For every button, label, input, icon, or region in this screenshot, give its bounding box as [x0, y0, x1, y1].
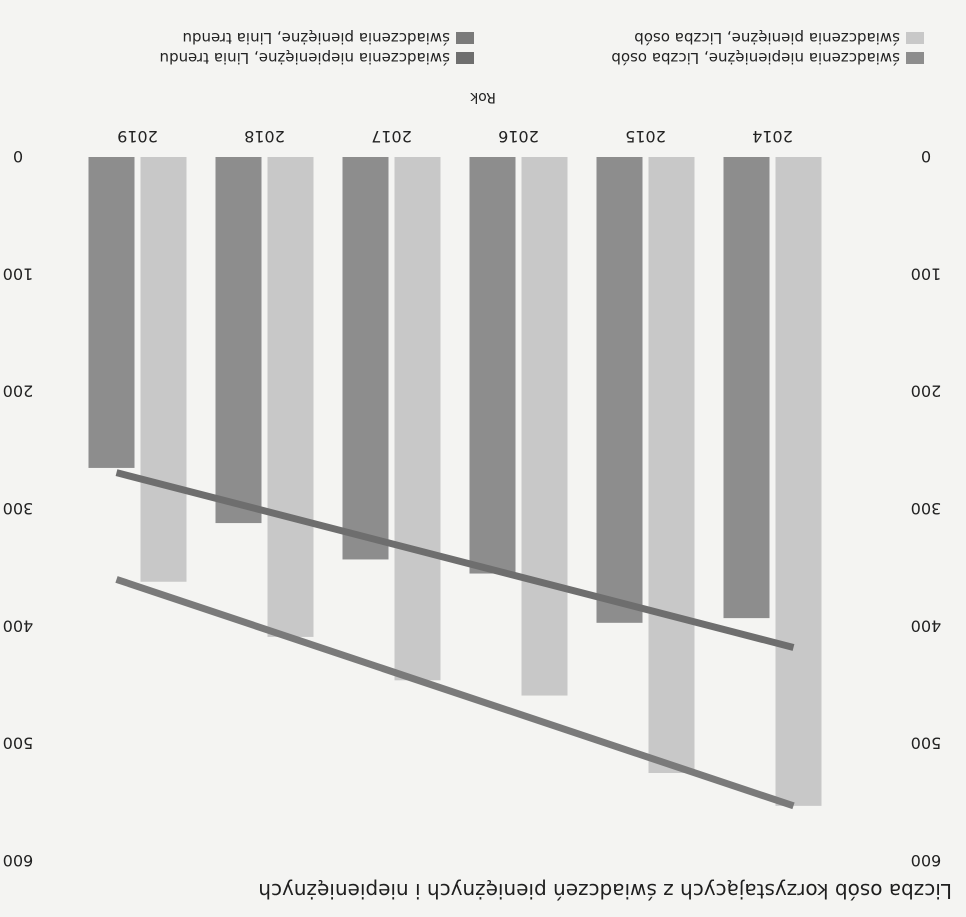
- legend-label: świadczenia pieniężne, Linia trendu: [182, 29, 450, 47]
- bar-niepieniezne: [469, 157, 516, 574]
- legend-label: świadczenia niepieniężne, Liczba osób: [611, 49, 900, 67]
- y-tick-label-right: 300: [3, 499, 34, 518]
- bar-niepieniezne: [596, 157, 643, 623]
- trendline-niepieniezne: [115, 469, 795, 651]
- x-tick-label: 2014: [752, 127, 793, 146]
- x-axis-label: Rok: [469, 89, 496, 105]
- x-tick-label: 2016: [498, 127, 539, 146]
- x-tick-label: 2019: [117, 127, 158, 146]
- trendlines-group: [115, 469, 795, 810]
- x-tick-label: 2017: [371, 127, 412, 146]
- bar-niepieniezne: [215, 157, 262, 524]
- legend-item-pieniezne-trend: świadczenia pieniężne, Linia trendu: [182, 29, 474, 47]
- y-tick-label-left: 600: [911, 851, 942, 870]
- legend-swatch: [906, 52, 924, 64]
- y-tick-label-right: 200: [3, 382, 34, 401]
- legend-item-pieniezne-bars: świadczenia pieniężne, Liczba osób: [634, 29, 924, 47]
- y-tick-label-left: 400: [911, 616, 942, 635]
- x-tick-label: 2018: [244, 127, 285, 146]
- legend-item-niepieniezne-trend: świadczenia niepieniężne, Linia trendu: [160, 49, 474, 67]
- bar-pieniezne: [394, 157, 441, 681]
- y-tick-label-right: 0: [13, 147, 23, 166]
- legend-label: świadczenia niepieniężne, Linia trendu: [159, 49, 450, 67]
- y-tick-label-right: 600: [3, 851, 34, 870]
- bar-pieniezne: [140, 157, 187, 582]
- trendline-pieniezne: [115, 576, 795, 810]
- y-axis-left: 0 100 200 300 400 500 600: [911, 147, 942, 870]
- x-tick-label: 2015: [625, 127, 666, 146]
- bar-pieniezne: [521, 157, 568, 696]
- legend-label: świadczenia pieniężne, Liczba osób: [634, 29, 900, 47]
- legend-swatch: [456, 52, 474, 64]
- y-tick-label-left: 100: [911, 264, 942, 283]
- bar-niepieniezne: [723, 157, 770, 619]
- bar-niepieniezne: [88, 157, 135, 468]
- y-tick-label-left: 200: [911, 382, 942, 401]
- legend-item-niepieniezne-bars: świadczenia niepieniężne, Liczba osób: [611, 49, 924, 67]
- legend-swatch: [456, 32, 474, 44]
- y-tick-label-right: 100: [3, 264, 34, 283]
- x-axis-ticks: 2014 2015 2016 2017 2018 2019: [117, 127, 793, 146]
- y-tick-label-left: 0: [921, 147, 931, 166]
- bar-niepieniezne: [342, 157, 389, 560]
- y-tick-label-left: 300: [911, 499, 942, 518]
- y-tick-label-right: 500: [3, 734, 34, 753]
- legend-swatch: [906, 32, 924, 44]
- bar-pieniezne: [267, 157, 314, 637]
- bars-group: [88, 157, 822, 806]
- y-tick-label-right: 400: [3, 616, 34, 635]
- bar-pieniezne: [648, 157, 695, 773]
- y-axis-right: 0 100 200 300 400 500 600: [3, 147, 34, 870]
- y-tick-label-left: 500: [911, 734, 942, 753]
- bar-pieniezne: [775, 157, 822, 806]
